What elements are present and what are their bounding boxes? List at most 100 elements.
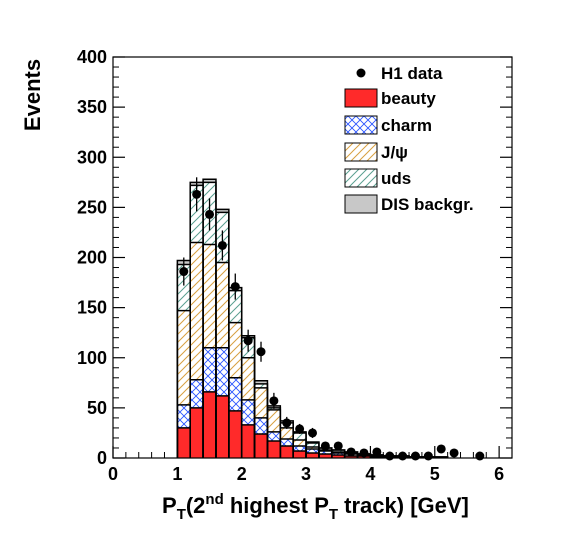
bar-beauty <box>293 450 307 458</box>
data-point <box>243 329 253 352</box>
data-point <box>256 341 266 362</box>
bar-beauty <box>267 440 281 458</box>
data-point <box>217 230 227 261</box>
legend-swatch-jpsi <box>344 142 378 162</box>
data-point <box>320 441 330 451</box>
data-point <box>372 447 382 457</box>
data-marker <box>372 447 382 457</box>
bar-beauty <box>228 410 242 458</box>
data-marker <box>398 451 408 461</box>
legend-label-dis: DIS backgr. <box>381 195 474 214</box>
data-point <box>385 451 395 461</box>
data-point <box>423 451 433 461</box>
data-marker <box>295 424 305 434</box>
x-label-main: P <box>162 493 177 518</box>
legend-label-data: H1 data <box>381 64 443 83</box>
x-label-mid: highest P <box>224 493 329 518</box>
data-marker <box>192 189 202 199</box>
data-point <box>333 441 343 451</box>
data-marker <box>436 444 446 454</box>
bar-beauty <box>190 407 204 458</box>
y-tick-label: 150 <box>77 298 107 318</box>
x-label-mid-sub: T <box>329 506 338 523</box>
y-tick-label: 350 <box>77 97 107 117</box>
data-marker <box>320 441 330 451</box>
legend-marker-data <box>356 68 366 78</box>
y-axis-title: Events <box>20 59 45 131</box>
y-tick-label: 0 <box>97 448 107 468</box>
bar-beauty <box>203 391 216 458</box>
data-point <box>449 448 459 458</box>
data-marker <box>410 451 420 461</box>
x-tick-label: 2 <box>237 464 247 484</box>
data-marker <box>475 451 485 461</box>
legend-swatch-uds <box>344 168 378 188</box>
y-tick-label: 50 <box>87 398 107 418</box>
data-point <box>295 423 305 434</box>
data-marker <box>346 447 356 457</box>
bar-beauty <box>241 424 255 458</box>
data-point <box>436 444 446 454</box>
data-point <box>269 392 279 409</box>
data-point <box>205 198 215 231</box>
data-point <box>282 416 292 429</box>
x-axis-title: PT(2nd highest PT track) [GeV] <box>162 491 469 523</box>
legend-label-jpsi: J/ψ <box>381 143 408 162</box>
bar-beauty <box>306 452 319 458</box>
data-marker <box>308 428 317 438</box>
x-label-open: (2 <box>186 493 206 518</box>
data-marker <box>230 282 240 292</box>
legend-swatch-charm <box>344 115 378 135</box>
bar-beauty <box>215 395 229 458</box>
plot-frame <box>112 56 513 459</box>
legend-label-uds: uds <box>381 169 411 188</box>
data-marker <box>333 441 343 451</box>
x-tick-label: 5 <box>430 464 440 484</box>
data-marker <box>423 451 433 461</box>
bar-beauty <box>331 454 345 458</box>
y-tick-label: 300 <box>77 147 107 167</box>
data-marker <box>205 209 215 219</box>
axes: 0 50 100 150 200 250 300 350 400 0 1 2 3 4 5 6 <box>77 47 513 484</box>
data-marker <box>449 448 459 458</box>
data-marker <box>385 451 395 461</box>
x-axis-label: PT(2nd highest PT track) [GeV] <box>162 491 469 523</box>
data-point <box>179 257 189 286</box>
data-marker <box>269 396 279 406</box>
data-marker <box>282 418 292 428</box>
legend-label-beauty: beauty <box>381 89 436 108</box>
data-point <box>398 451 408 461</box>
x-label-sup: nd <box>205 491 223 508</box>
legend-label-charm: charm <box>381 116 432 135</box>
legend-swatch-dis <box>344 194 378 214</box>
stacked-histogram <box>176 178 449 458</box>
y-axis-label: Events <box>20 59 45 131</box>
data-marker <box>359 448 369 458</box>
bar-beauty <box>318 453 332 458</box>
x-label-tail: track) [GeV] <box>338 493 469 518</box>
y-tick-label: 250 <box>77 197 107 217</box>
bar-beauty <box>177 427 191 458</box>
y-tick-label: 200 <box>77 248 107 268</box>
x-tick-label: 4 <box>365 464 375 484</box>
data-marker <box>243 336 253 346</box>
data-point <box>410 451 420 461</box>
x-tick-label: 6 <box>494 464 504 484</box>
data-marker <box>179 267 189 277</box>
y-tick-label: 400 <box>77 47 107 67</box>
data-point <box>346 447 356 457</box>
data-points <box>179 177 485 461</box>
legend-swatch-beauty <box>344 88 378 108</box>
data-point <box>308 427 317 438</box>
data-marker <box>256 347 266 357</box>
x-tick-label: 0 <box>108 464 118 484</box>
legend: H1 data beauty charm J/ψ uds DIS backgr. <box>344 64 474 214</box>
y-tick-label: 100 <box>77 348 107 368</box>
bar-beauty <box>344 455 358 458</box>
x-tick-label: 3 <box>301 464 311 484</box>
data-point <box>230 273 240 300</box>
bar-beauty <box>280 445 294 458</box>
data-point <box>475 451 485 461</box>
data-point <box>192 177 202 212</box>
